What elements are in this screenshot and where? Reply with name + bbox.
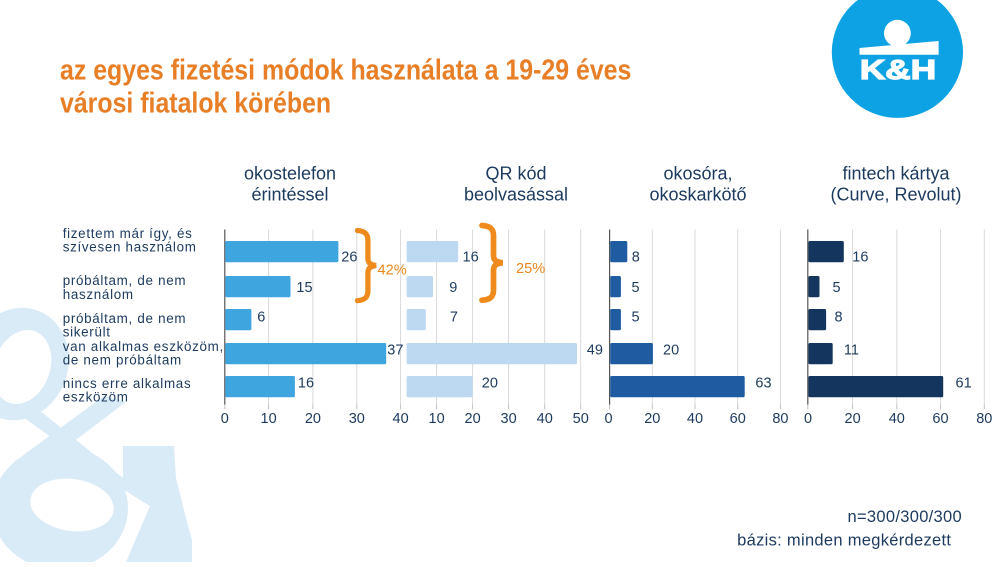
svg-text:50: 50 xyxy=(573,411,589,427)
svg-text:eszközöm: eszközöm xyxy=(63,390,129,405)
svg-text:25%: 25% xyxy=(516,261,545,277)
svg-text:40: 40 xyxy=(687,411,703,427)
svg-text:20: 20 xyxy=(482,375,498,391)
svg-text:49: 49 xyxy=(587,343,603,359)
svg-text:okostelefon: okostelefon xyxy=(244,164,336,184)
svg-text:0: 0 xyxy=(604,411,612,427)
svg-text:van alkalmas eszközöm,: van alkalmas eszközöm, xyxy=(63,339,224,354)
svg-text:fintech kártya: fintech kártya xyxy=(842,164,950,184)
svg-text:61: 61 xyxy=(956,375,972,391)
svg-text:8: 8 xyxy=(632,250,640,266)
svg-text:16: 16 xyxy=(852,250,868,266)
svg-text:próbáltam, de nem: próbáltam, de nem xyxy=(63,273,187,288)
svg-text:42%: 42% xyxy=(378,262,407,278)
svg-text:okosóra,: okosóra, xyxy=(663,164,732,184)
svg-text:80: 80 xyxy=(772,411,788,427)
svg-text:15: 15 xyxy=(296,280,312,296)
svg-text:nincs erre alkalmas: nincs erre alkalmas xyxy=(63,376,192,391)
svg-text:7: 7 xyxy=(450,310,458,326)
svg-text:5: 5 xyxy=(833,280,841,296)
svg-text:40: 40 xyxy=(393,411,409,427)
svg-text:20: 20 xyxy=(644,411,660,427)
svg-text:0: 0 xyxy=(221,411,229,427)
svg-text:9: 9 xyxy=(449,280,457,296)
svg-text:de nem próbáltam: de nem próbáltam xyxy=(63,353,182,368)
svg-text:20: 20 xyxy=(845,411,861,427)
svg-text:sikerült: sikerült xyxy=(63,325,111,340)
svg-text:az egyes fizetési módok haszná: az egyes fizetési módok használata a 19-… xyxy=(60,54,631,86)
svg-text:K&H: K&H xyxy=(860,54,936,85)
svg-text:40: 40 xyxy=(889,411,905,427)
svg-text:80: 80 xyxy=(976,411,992,427)
svg-text:városi fiatalok körében: városi fiatalok körében xyxy=(60,87,331,119)
svg-text:használom: használom xyxy=(63,287,134,302)
svg-text:10: 10 xyxy=(261,411,277,427)
svg-text:(Curve, Revolut): (Curve, Revolut) xyxy=(830,185,961,205)
svg-text:30: 30 xyxy=(349,411,365,427)
svg-text:érintéssel: érintéssel xyxy=(251,185,328,205)
svg-text:60: 60 xyxy=(932,411,948,427)
svg-text:30: 30 xyxy=(501,411,517,427)
svg-text:n=300/300/300: n=300/300/300 xyxy=(848,508,962,526)
svg-text:11: 11 xyxy=(844,343,859,359)
svg-text:szívesen használom: szívesen használom xyxy=(63,239,197,254)
svg-text:26: 26 xyxy=(341,250,357,266)
svg-text:20: 20 xyxy=(305,411,321,427)
svg-text:63: 63 xyxy=(755,375,771,391)
svg-text:16: 16 xyxy=(463,250,479,266)
svg-text:8: 8 xyxy=(835,310,843,326)
svg-text:0: 0 xyxy=(804,411,812,427)
svg-text:60: 60 xyxy=(730,411,746,427)
svg-text:40: 40 xyxy=(537,411,553,427)
svg-text:6: 6 xyxy=(257,310,265,326)
svg-text:próbáltam, de nem: próbáltam, de nem xyxy=(63,311,187,326)
svg-text:10: 10 xyxy=(429,411,445,427)
svg-text:fizettem már így, és: fizettem már így, és xyxy=(63,226,193,241)
svg-text:37: 37 xyxy=(387,343,403,359)
svg-text:beolvasással: beolvasással xyxy=(464,185,568,205)
svg-text:bázis: minden megkérdezett: bázis: minden megkérdezett xyxy=(737,532,951,550)
svg-text:5: 5 xyxy=(632,310,640,326)
svg-text:16: 16 xyxy=(298,375,314,391)
svg-text:20: 20 xyxy=(465,411,481,427)
svg-text:20: 20 xyxy=(663,343,679,359)
svg-text:QR kód: QR kód xyxy=(485,164,546,184)
svg-text:okoskarkötő: okoskarkötő xyxy=(649,185,746,205)
svg-text:5: 5 xyxy=(632,280,640,296)
